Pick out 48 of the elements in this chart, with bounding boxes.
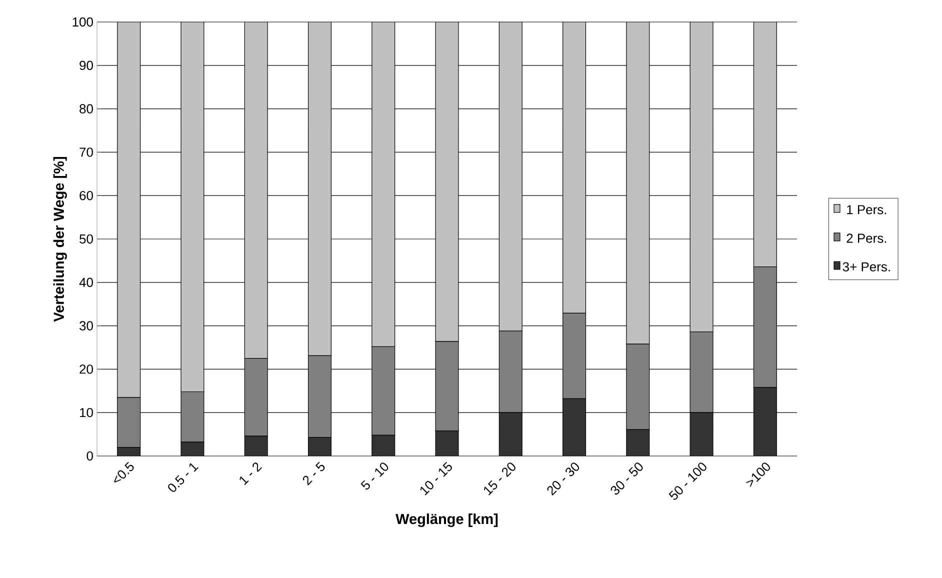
y-tick-label: 40 [79,278,93,287]
y-tick-label: 10 [80,408,93,418]
x-tick-label: 0.5 - 1 [168,463,198,492]
bar [180,22,204,392]
bar [498,412,522,456]
bar [308,22,332,356]
y-tick-label: 0 [86,451,93,461]
bar [435,22,459,342]
y-tick-label: 90 [80,60,93,70]
bar [181,442,204,456]
bar [244,436,268,456]
y-tick-label: 50 [80,234,93,244]
bar [244,22,268,359]
bar [626,429,650,456]
x-tick-label: 10 - 15 [420,462,452,496]
x-tick-label: 1 - 2 [240,462,262,486]
x-tick-label: 15 - 20 [484,462,516,496]
bar [562,398,586,456]
x-tick-label: 5 - 10 [360,462,388,490]
bar [372,434,396,456]
bar [753,387,777,456]
x-tick-label: 30 - 50 [610,462,643,495]
bar [690,22,714,332]
y-tick-label: 30 [80,321,93,330]
y-tick-label: 80 [80,104,93,114]
y-tick-label: 100 [72,17,93,27]
bar [753,22,777,268]
bar [690,412,714,456]
bar [626,22,650,344]
x-tick-label: <0.5 [114,462,134,483]
bar [435,430,459,456]
y-tick-label: 20 [80,364,93,374]
bar [308,437,332,456]
y-axis-title: Verteilung der Wege [%] [53,156,67,322]
bar [498,22,522,332]
y-tick-label: 60 [80,190,93,200]
legend-label: 1 Pers. [847,205,886,214]
x-axis-title: Weglänge [km] [396,513,498,528]
x-tick-label: 2 - 5 [302,462,325,486]
bar [372,22,396,347]
y-tick-label: 70 [80,148,93,157]
bar [562,22,586,314]
bar [117,22,141,398]
x-tick-label: 20 - 30 [547,462,580,496]
bar [117,447,140,456]
legend-label: 3+ Pers. [842,262,890,272]
legend-label: 2 Pers. [846,234,886,243]
x-tick-label: 50 - 100 [668,462,706,500]
